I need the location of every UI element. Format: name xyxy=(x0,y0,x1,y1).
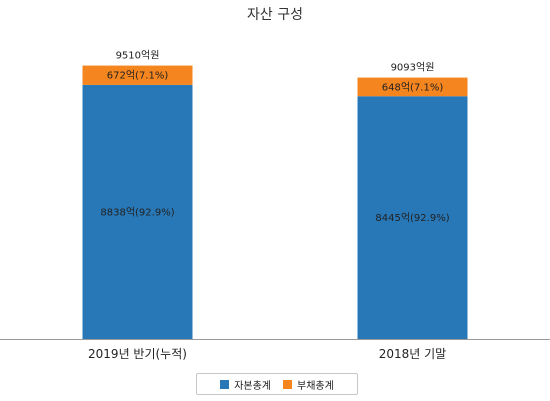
total-label-0: 9510억원 xyxy=(116,50,160,62)
data-label-equity-0: 8838억(92.9%) xyxy=(100,206,174,218)
data-label-liabilities-0: 672억(7.1%) xyxy=(107,70,169,82)
legend-label-liabilities: 부채총계 xyxy=(297,380,334,392)
legend: 자본총계 부채총계 xyxy=(196,373,358,395)
legend-swatch-liabilities xyxy=(283,379,292,389)
x-tick-label-0: 2019년 반기(누적) xyxy=(88,347,187,361)
chart-title: 자산 구성 xyxy=(247,7,303,23)
legend-swatch-equity xyxy=(220,379,230,389)
data-label-liabilities-1: 648억(7.1%) xyxy=(382,81,444,93)
legend-label-equity: 자본총계 xyxy=(234,380,271,392)
legend-item-equity[interactable]: 자본총계 xyxy=(220,377,271,392)
x-tick-label-1: 2018년 기말 xyxy=(379,347,446,361)
total-label-1: 9093억원 xyxy=(391,62,435,74)
legend-item-liabilities[interactable]: 부채총계 xyxy=(283,377,334,392)
bar-liabilities-0 xyxy=(82,65,193,85)
bar-liabilities-1 xyxy=(357,77,468,97)
bar-equity-0 xyxy=(82,84,193,339)
data-label-equity-1: 8445억(92.9%) xyxy=(375,212,449,224)
bar-equity-1 xyxy=(357,96,468,339)
